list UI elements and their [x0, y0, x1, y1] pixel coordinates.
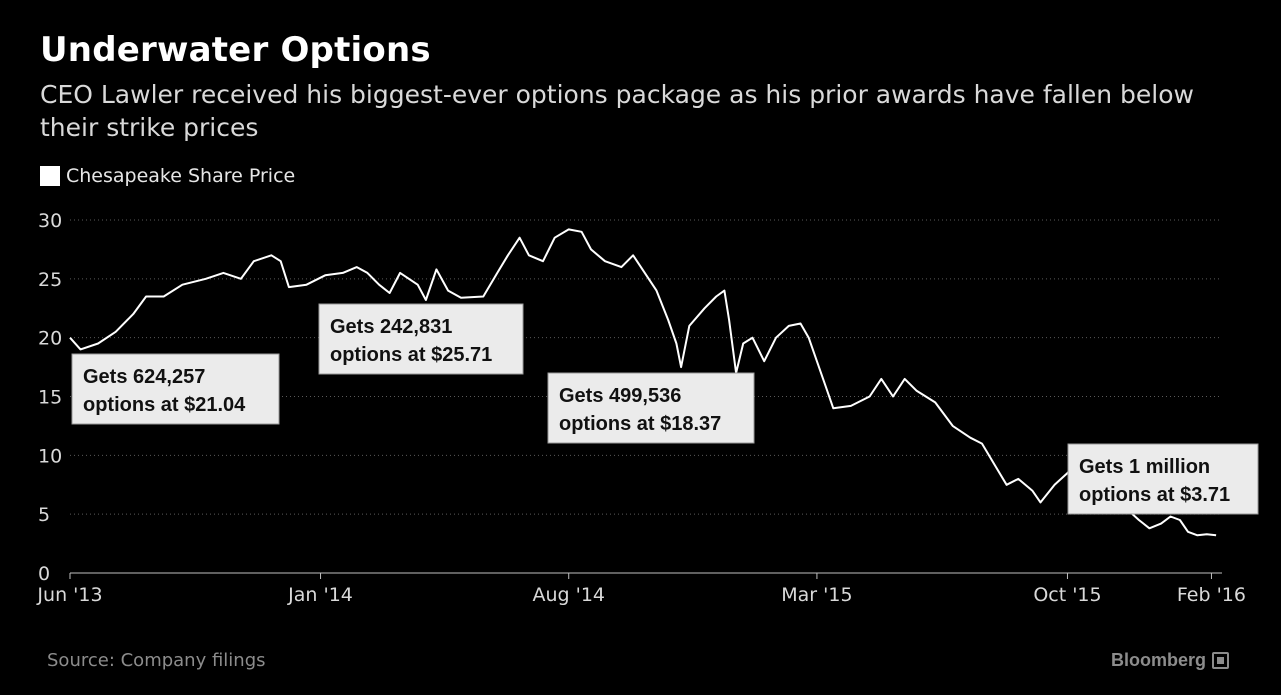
brand-name: Bloomberg	[1110, 650, 1206, 670]
y-tick-label: 5	[38, 504, 50, 526]
annotation-box: Gets 624,257 options at $21.04	[71, 353, 280, 425]
source-note: Source: Company filings	[47, 650, 266, 671]
y-tick-label: 0	[38, 563, 50, 585]
y-tick-label: 15	[38, 387, 62, 409]
x-tick-label: Feb '16	[1177, 584, 1246, 606]
annotations-layer: Gets 624,257 options at $21.04 Gets 242,83…	[71, 303, 1259, 515]
x-tick-label: Jun '13	[36, 584, 102, 606]
annotation-box: Gets 499,536 options at $18.37	[547, 372, 755, 444]
annotation-line1: Gets 242,831	[330, 316, 452, 338]
chart-title: Underwater Options	[40, 30, 431, 70]
annotation-line2: options at $3.71	[1079, 484, 1230, 506]
x-axis: Jun '13 Jan '14 Aug '14 Mar '15 Oct '15 Feb '…	[36, 572, 1246, 606]
brand-logo: Bloomberg	[1111, 650, 1229, 671]
annotation-line1: Gets 499,536	[559, 385, 681, 407]
x-tick-label: Aug '14	[532, 584, 605, 606]
x-tick-label: Mar '15	[781, 584, 852, 606]
annotation-line2: options at $21.04	[83, 394, 246, 416]
legend: Chesapeake Share Price	[40, 165, 295, 187]
annotation-line1: Gets 624,257	[83, 366, 205, 388]
y-tick-label: 30	[38, 210, 62, 232]
annotation-background	[1067, 443, 1259, 515]
annotation-background	[547, 372, 755, 444]
annotation-background	[71, 353, 280, 425]
annotation-line2: options at $18.37	[559, 413, 721, 435]
x-tick-label: Jan '14	[287, 584, 353, 606]
annotation-background	[318, 303, 524, 375]
y-tick-label: 25	[38, 269, 62, 291]
x-tick-label: Oct '15	[1033, 584, 1101, 606]
y-tick-label: 20	[38, 328, 62, 350]
terminal-icon	[1212, 652, 1229, 669]
annotation-line2: options at $25.71	[330, 344, 492, 366]
legend-label: Chesapeake Share Price	[66, 165, 296, 187]
annotation-box: Gets 242,831 options at $25.71	[318, 303, 524, 375]
y-tick-label: 10	[38, 445, 62, 467]
y-axis-ticks: 0 5 10 15 20 25 30	[38, 210, 62, 585]
legend-swatch	[40, 166, 60, 186]
annotation-box: Gets 1 million options at $3.71	[1067, 443, 1259, 515]
annotation-line1: Gets 1 million	[1079, 456, 1210, 478]
chart-subtitle: CEO Lawler received his biggest-ever opt…	[40, 80, 1194, 142]
